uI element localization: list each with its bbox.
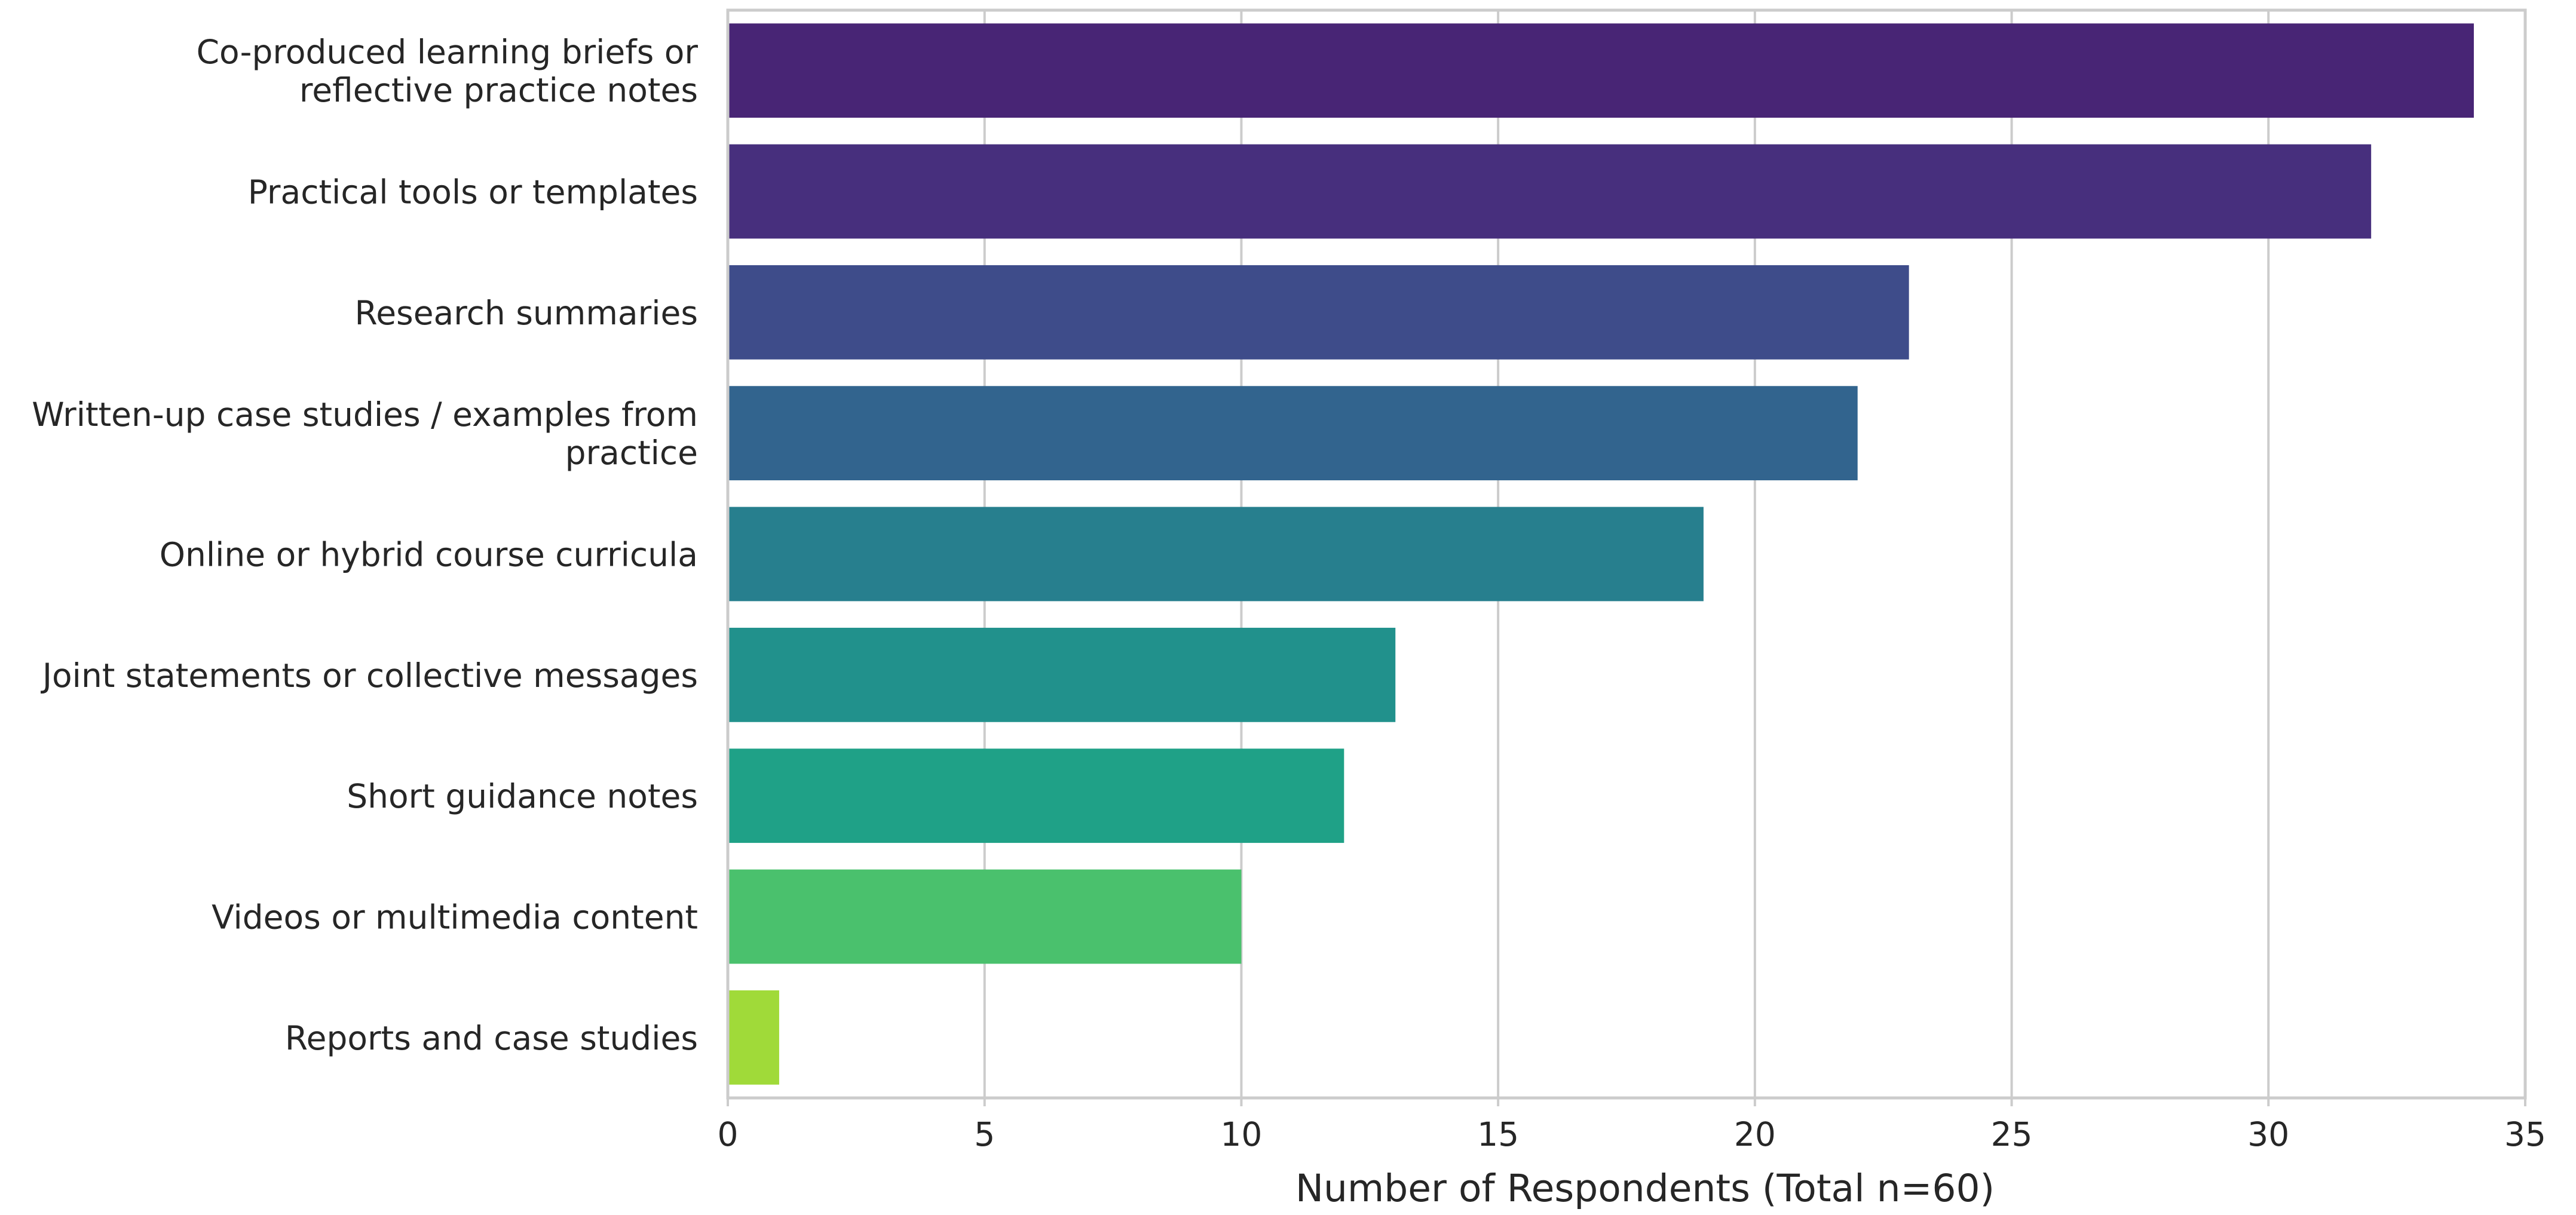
category-label: Reports and case studies <box>285 1019 698 1057</box>
x-axis-title: Number of Respondents (Total n=60) <box>1295 1167 1995 1210</box>
x-tick-label: 25 <box>1991 1115 2033 1153</box>
category-label: Research summaries <box>354 294 698 332</box>
category-label: Videos or multimedia content <box>212 898 698 937</box>
category-label: Short guidance notes <box>347 777 698 815</box>
category-label-line: Short guidance notes <box>347 777 698 815</box>
bar <box>728 990 779 1085</box>
bar <box>728 386 1858 481</box>
plot-frame <box>726 8 2527 1100</box>
x-tick-label: 5 <box>974 1115 995 1153</box>
bar <box>728 507 1704 602</box>
bar <box>728 748 1344 843</box>
category-labels: Co-produced learning briefs or reflective… <box>32 33 698 1057</box>
category-label-line: Practical tools or templates <box>248 173 698 211</box>
category-label-line: Joint statements or collective messages <box>41 656 698 695</box>
bar <box>728 265 1909 360</box>
x-tick-label: 15 <box>1477 1115 1519 1153</box>
category-label-line: Research summaries <box>354 294 698 332</box>
x-tick-labels: 0 5 10 15 20 25 30 35 <box>718 1098 2546 1153</box>
bar <box>728 869 1242 964</box>
bar <box>728 23 2474 118</box>
bars <box>728 23 2474 1085</box>
x-tick-label: 10 <box>1220 1115 1262 1153</box>
x-tick-label: 35 <box>2504 1115 2546 1153</box>
category-label: Co-produced learning briefs or reflective… <box>197 33 699 109</box>
bar <box>728 144 2372 239</box>
category-label-line: Co-produced learning briefs or <box>197 33 699 71</box>
category-label-line: practice <box>565 434 698 472</box>
x-tick-label: 30 <box>2247 1115 2289 1153</box>
category-label: Joint statements or collective messages <box>41 656 698 695</box>
bar <box>728 627 1396 722</box>
category-label-line: Written-up case studies / examples from <box>32 395 698 434</box>
category-label-line: reflective practice notes <box>299 71 698 109</box>
x-tick-label: 20 <box>1734 1115 1776 1153</box>
category-label: Practical tools or templates <box>248 173 698 211</box>
category-label-line: Online or hybrid course curricula <box>160 536 698 574</box>
category-label-line: Videos or multimedia content <box>212 898 698 937</box>
x-tick-label: 0 <box>718 1115 739 1153</box>
category-label: Online or hybrid course curricula <box>160 536 698 574</box>
category-label-line: Reports and case studies <box>285 1019 698 1057</box>
category-label: Written-up case studies / examples from p… <box>32 395 698 472</box>
